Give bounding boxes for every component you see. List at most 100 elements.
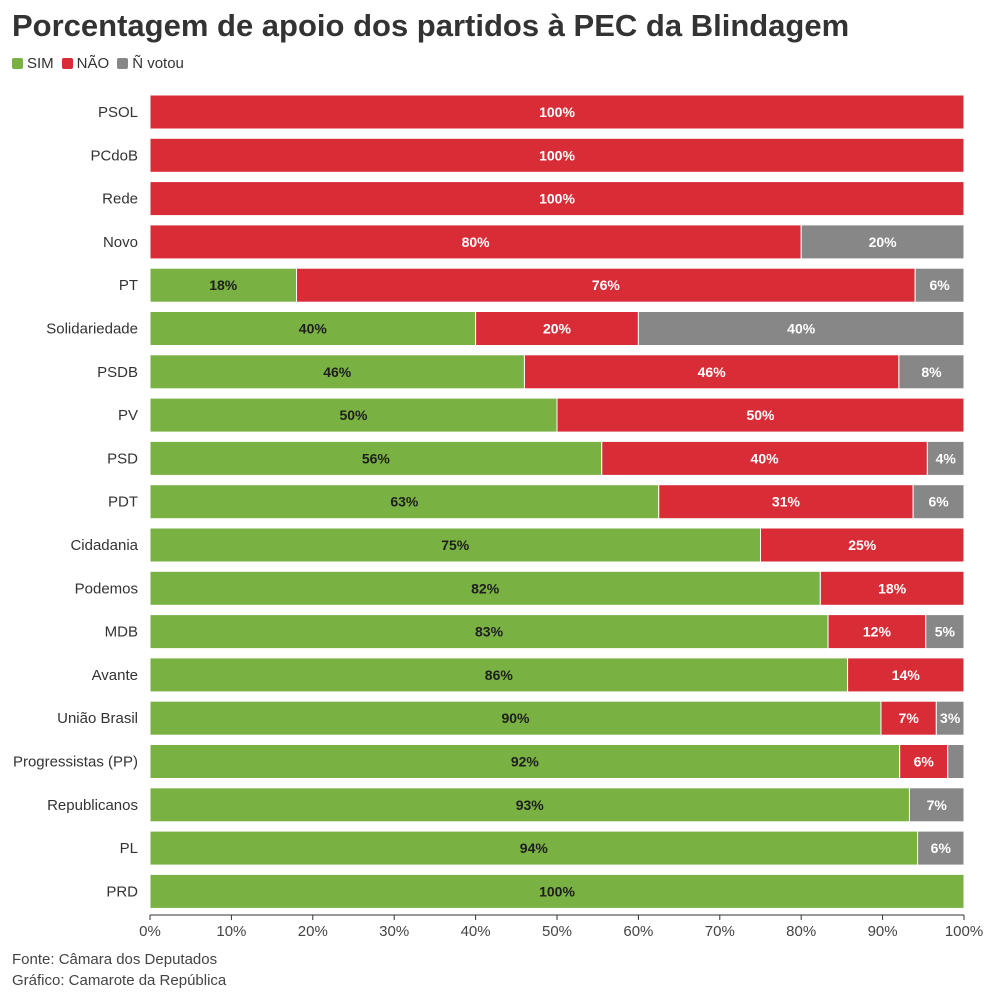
chart-title: Porcentagem de apoio dos partidos à PEC … bbox=[12, 8, 850, 43]
bar-sim-uniao-brasil bbox=[149, 700, 882, 736]
bar-nvotou-psd bbox=[926, 440, 965, 476]
data-label-sim-republicanos: 93% bbox=[516, 797, 545, 813]
data-label-nao-pcdob: 100% bbox=[539, 147, 575, 163]
bar-nao-pt bbox=[296, 267, 916, 303]
bar-nao-psol bbox=[149, 94, 965, 130]
data-label-nvotou-novo: 20% bbox=[869, 234, 898, 250]
bar-nvotou-pl bbox=[917, 830, 965, 866]
category-label-pv: PV bbox=[118, 407, 138, 424]
data-label-nvotou-pt: 6% bbox=[929, 277, 950, 293]
data-label-sim-podemos: 82% bbox=[471, 580, 500, 596]
bar-nao-solidariedade bbox=[475, 311, 639, 346]
data-label-nao-novo: 80% bbox=[462, 234, 491, 250]
data-label-nao-cidadania: 25% bbox=[848, 537, 877, 553]
x-tick-label-9: 90% bbox=[868, 923, 898, 940]
category-label-psdb: PSDB bbox=[97, 364, 138, 381]
legend-label-sim: SIM bbox=[27, 55, 54, 72]
legend-item-sim: SIM bbox=[12, 55, 54, 72]
data-label-nao-psd: 40% bbox=[751, 450, 780, 466]
bar-nao-avante bbox=[847, 657, 965, 693]
bar-nao-progressistas-pp bbox=[899, 744, 949, 779]
data-label-nvotou-mdb: 5% bbox=[935, 624, 956, 640]
data-label-sim-pl: 94% bbox=[520, 840, 549, 856]
data-label-nvotou-pl: 6% bbox=[931, 840, 952, 856]
data-label-nao-rede: 100% bbox=[539, 191, 575, 207]
bar-nao-novo bbox=[149, 224, 802, 260]
legend-swatch-nvotou bbox=[117, 58, 129, 69]
data-label-nao-uniao-brasil: 7% bbox=[899, 710, 920, 726]
bar-nao-rede bbox=[149, 181, 965, 217]
data-label-nvotou-psdb: 8% bbox=[921, 364, 942, 380]
bar-sim-pt bbox=[149, 267, 298, 303]
legend-item-nvotou: Ñ votou bbox=[117, 55, 184, 72]
category-label-pt: PT bbox=[119, 277, 138, 294]
category-label-mdb: MDB bbox=[105, 624, 138, 641]
bar-sim-solidariedade bbox=[149, 311, 477, 346]
data-label-nvotou-republicanos: 7% bbox=[927, 797, 948, 813]
bar-nao-psd bbox=[601, 440, 928, 476]
bar-nao-pdt bbox=[658, 484, 914, 520]
data-label-nao-pt: 76% bbox=[592, 277, 621, 293]
legend-label-nvotou: Ñ votou bbox=[132, 55, 184, 72]
data-label-sim-cidadania: 75% bbox=[441, 537, 470, 553]
data-label-nao-solidariedade: 20% bbox=[543, 321, 572, 337]
bar-nao-psdb bbox=[523, 354, 900, 390]
x-tick-label-4: 40% bbox=[461, 923, 491, 940]
data-label-sim-avante: 86% bbox=[485, 667, 514, 683]
bar-nvotou-progressistas-pp bbox=[947, 744, 965, 779]
data-label-nao-psol: 100% bbox=[539, 104, 575, 120]
footer-source: Fonte: Câmara dos Deputados bbox=[12, 951, 218, 968]
x-tick-label-1: 10% bbox=[216, 923, 246, 940]
data-label-sim-progressistas-pp: 92% bbox=[511, 754, 540, 770]
category-label-novo: Novo bbox=[103, 234, 138, 251]
legend-swatch-sim bbox=[12, 58, 23, 69]
bar-sim-republicanos bbox=[149, 787, 910, 823]
data-label-nvotou-uniao-brasil: 3% bbox=[940, 710, 961, 726]
category-label-avante: Avante bbox=[92, 667, 138, 684]
x-tick-label-8: 80% bbox=[786, 923, 816, 940]
category-label-pl: PL bbox=[120, 840, 138, 857]
chart-legend: SIM NÃO Ñ votou bbox=[12, 55, 192, 72]
data-label-nvotou-solidariedade: 40% bbox=[787, 321, 816, 337]
category-label-uniao-brasil: União Brasil bbox=[57, 710, 138, 727]
data-label-nao-progressistas-pp: 6% bbox=[914, 754, 935, 770]
x-tick-label-6: 60% bbox=[623, 923, 653, 940]
data-label-sim-uniao-brasil: 90% bbox=[501, 710, 530, 726]
bar-sim-cidadania bbox=[149, 527, 761, 563]
x-tick-label-2: 20% bbox=[298, 923, 328, 940]
data-label-sim-solidariedade: 40% bbox=[299, 321, 328, 337]
category-label-republicanos: Republicanos bbox=[47, 797, 138, 814]
bar-sim-podemos bbox=[149, 570, 821, 606]
category-label-cidadania: Cidadania bbox=[70, 537, 138, 554]
data-label-sim-pdt: 63% bbox=[390, 494, 419, 510]
data-label-sim-pv: 50% bbox=[339, 407, 368, 423]
category-label-solidariedade: Solidariedade bbox=[46, 321, 138, 338]
legend-label-nao: NÃO bbox=[76, 55, 110, 72]
category-label-psol: PSOL bbox=[98, 104, 138, 121]
bar-sim-prd bbox=[149, 873, 965, 909]
data-label-sim-psdb: 46% bbox=[323, 364, 352, 380]
data-label-sim-pt: 18% bbox=[209, 277, 238, 293]
bar-nvotou-psdb bbox=[898, 354, 965, 390]
bar-nao-pv bbox=[556, 397, 965, 433]
bar-nvotou-pt bbox=[914, 267, 965, 303]
category-label-pcdob: PCdoB bbox=[90, 147, 138, 164]
bar-nvotou-novo bbox=[800, 224, 965, 260]
category-label-progressistas-pp: Progressistas (PP) bbox=[13, 754, 138, 771]
footer-credit: Gráfico: Camarote da República bbox=[12, 972, 227, 989]
data-label-nao-psdb: 46% bbox=[698, 364, 727, 380]
category-label-podemos: Podemos bbox=[75, 580, 138, 597]
bar-sim-mdb bbox=[149, 614, 829, 650]
bar-nvotou-uniao-brasil bbox=[935, 700, 965, 736]
category-label-rede: Rede bbox=[102, 191, 138, 208]
bar-sim-pv bbox=[149, 397, 558, 433]
bar-nao-uniao-brasil bbox=[880, 700, 937, 736]
category-label-psd: PSD bbox=[107, 450, 138, 467]
x-tick-label-3: 30% bbox=[379, 923, 409, 940]
bar-nao-podemos bbox=[819, 570, 965, 606]
data-label-nvotou-pdt: 6% bbox=[928, 494, 949, 510]
category-label-pdt: PDT bbox=[108, 494, 138, 511]
data-label-sim-psd: 56% bbox=[362, 450, 391, 466]
data-label-nao-avante: 14% bbox=[892, 667, 921, 683]
